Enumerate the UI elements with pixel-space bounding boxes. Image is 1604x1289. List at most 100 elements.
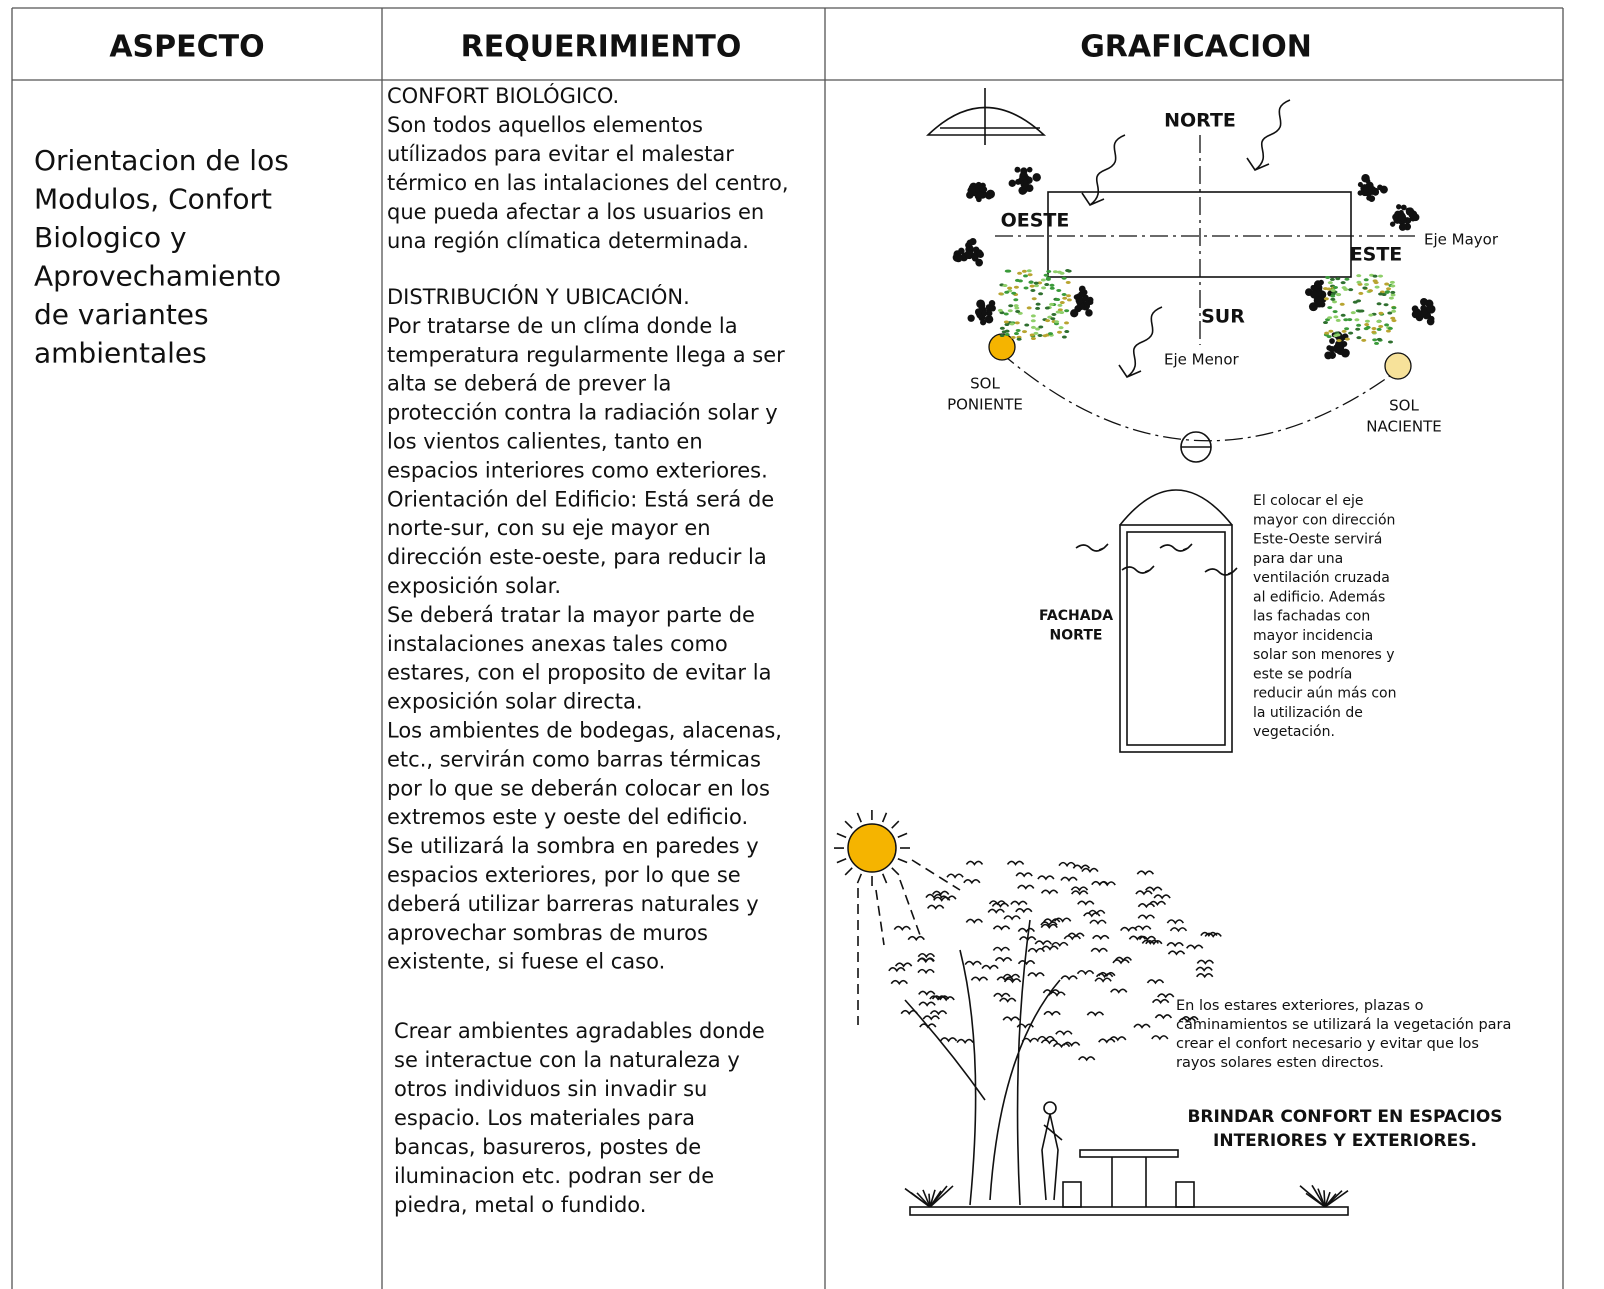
grass	[916, 1192, 931, 1208]
foliage	[1061, 335, 1067, 339]
leaf	[1090, 947, 1108, 954]
leaf	[1015, 872, 1033, 878]
bush	[1075, 297, 1083, 305]
foliage	[1364, 319, 1370, 323]
leaf	[1110, 988, 1128, 994]
foliage	[1029, 284, 1035, 288]
foliage	[1361, 338, 1367, 342]
foliage	[1026, 269, 1032, 273]
foliage	[1049, 302, 1055, 306]
leaf	[1154, 1014, 1173, 1020]
foliage	[1015, 309, 1021, 313]
foliage	[1347, 318, 1353, 322]
foliage	[1332, 300, 1338, 304]
sun-ray	[856, 873, 863, 884]
leaf	[999, 997, 1017, 1003]
foliage	[1336, 339, 1342, 343]
note-line: mayor con dirección	[1253, 512, 1395, 528]
bush	[1026, 166, 1033, 173]
leaf	[1146, 979, 1165, 985]
foliage	[1341, 329, 1347, 333]
note-line: caminamientos se utilizará la vegetación…	[1176, 1017, 1511, 1033]
foliage	[1322, 321, 1328, 325]
grass	[929, 1185, 954, 1208]
foliage	[1390, 284, 1396, 288]
foliage	[1323, 297, 1329, 301]
label-sunrise: NACIENTE	[1366, 418, 1441, 436]
leaf	[1017, 959, 1036, 966]
leaf	[965, 918, 983, 924]
foliage	[1324, 331, 1330, 335]
column-header: GRAFICACION	[1080, 30, 1312, 65]
foliage	[1326, 335, 1332, 339]
wind-arrow	[1246, 99, 1291, 172]
sun-ray	[897, 857, 908, 864]
bush	[1400, 204, 1407, 211]
leaf	[888, 967, 906, 973]
bush	[1312, 285, 1318, 291]
requirement-line: los vientos calientes, tanto en	[387, 430, 703, 454]
foliage	[1367, 289, 1373, 293]
bush	[975, 308, 983, 316]
leaf	[1003, 915, 1021, 921]
foliage	[1332, 285, 1338, 289]
wind-arrow	[1081, 134, 1126, 207]
wind-arrow	[1075, 543, 1109, 552]
label-facade: NORTE	[1050, 628, 1103, 644]
foliage	[1376, 319, 1382, 323]
requirement-line: Orientación del Edificio: Está será de	[387, 487, 774, 511]
foliage	[1390, 293, 1396, 297]
label-major-axis: Eje Mayor	[1424, 231, 1499, 249]
foliage	[1004, 329, 1010, 333]
leaf	[1098, 971, 1116, 978]
leaf	[1071, 890, 1089, 896]
requirement-line: se interactue con la naturaleza y	[394, 1048, 740, 1072]
foliage	[1008, 304, 1014, 308]
foliage	[1365, 325, 1371, 329]
leaf	[1017, 884, 1035, 890]
leaf	[1200, 931, 1218, 938]
requirement-line: espacio. Los materiales para	[394, 1106, 695, 1130]
foliage	[1003, 312, 1009, 316]
leaf	[931, 995, 950, 1001]
column-header: REQUERIMIENTO	[461, 30, 742, 65]
bush	[989, 304, 996, 312]
foliage	[1387, 326, 1393, 330]
leaf	[917, 957, 935, 963]
leaf	[1157, 993, 1175, 999]
foliage	[1374, 341, 1380, 345]
bush	[976, 191, 984, 200]
foliage	[1044, 283, 1050, 287]
foliage	[1013, 298, 1019, 302]
bush	[1377, 184, 1383, 191]
bush	[1398, 223, 1407, 231]
bush	[1329, 338, 1335, 344]
leaf	[1196, 973, 1214, 979]
foliage	[1348, 331, 1354, 335]
foliage	[1356, 336, 1362, 340]
foliage	[1332, 310, 1338, 314]
foliage	[1364, 323, 1370, 327]
grass	[1324, 1190, 1349, 1208]
aspect-text: Biologico y	[34, 221, 187, 254]
foliage	[1013, 304, 1019, 308]
foliage	[1344, 277, 1350, 281]
bush	[978, 185, 986, 193]
bush	[1023, 179, 1029, 185]
foliage	[1030, 288, 1036, 292]
foliage	[1391, 309, 1397, 313]
note-line: El colocar el eje	[1253, 493, 1363, 509]
leaf	[1077, 900, 1095, 906]
foliage	[1057, 330, 1063, 334]
label-facade: FACHADA	[1039, 608, 1113, 624]
foliage	[1064, 321, 1070, 325]
foliage	[1004, 269, 1010, 273]
graphic-title: BRINDAR CONFORT EN ESPACIOS	[1187, 1107, 1502, 1127]
label-east: ESTE	[1350, 244, 1403, 266]
leaf	[1010, 900, 1028, 906]
foliage	[1344, 337, 1350, 341]
leaf	[1112, 959, 1130, 965]
foliage	[1381, 293, 1387, 297]
foliage	[1357, 309, 1363, 313]
bush	[1357, 190, 1363, 196]
